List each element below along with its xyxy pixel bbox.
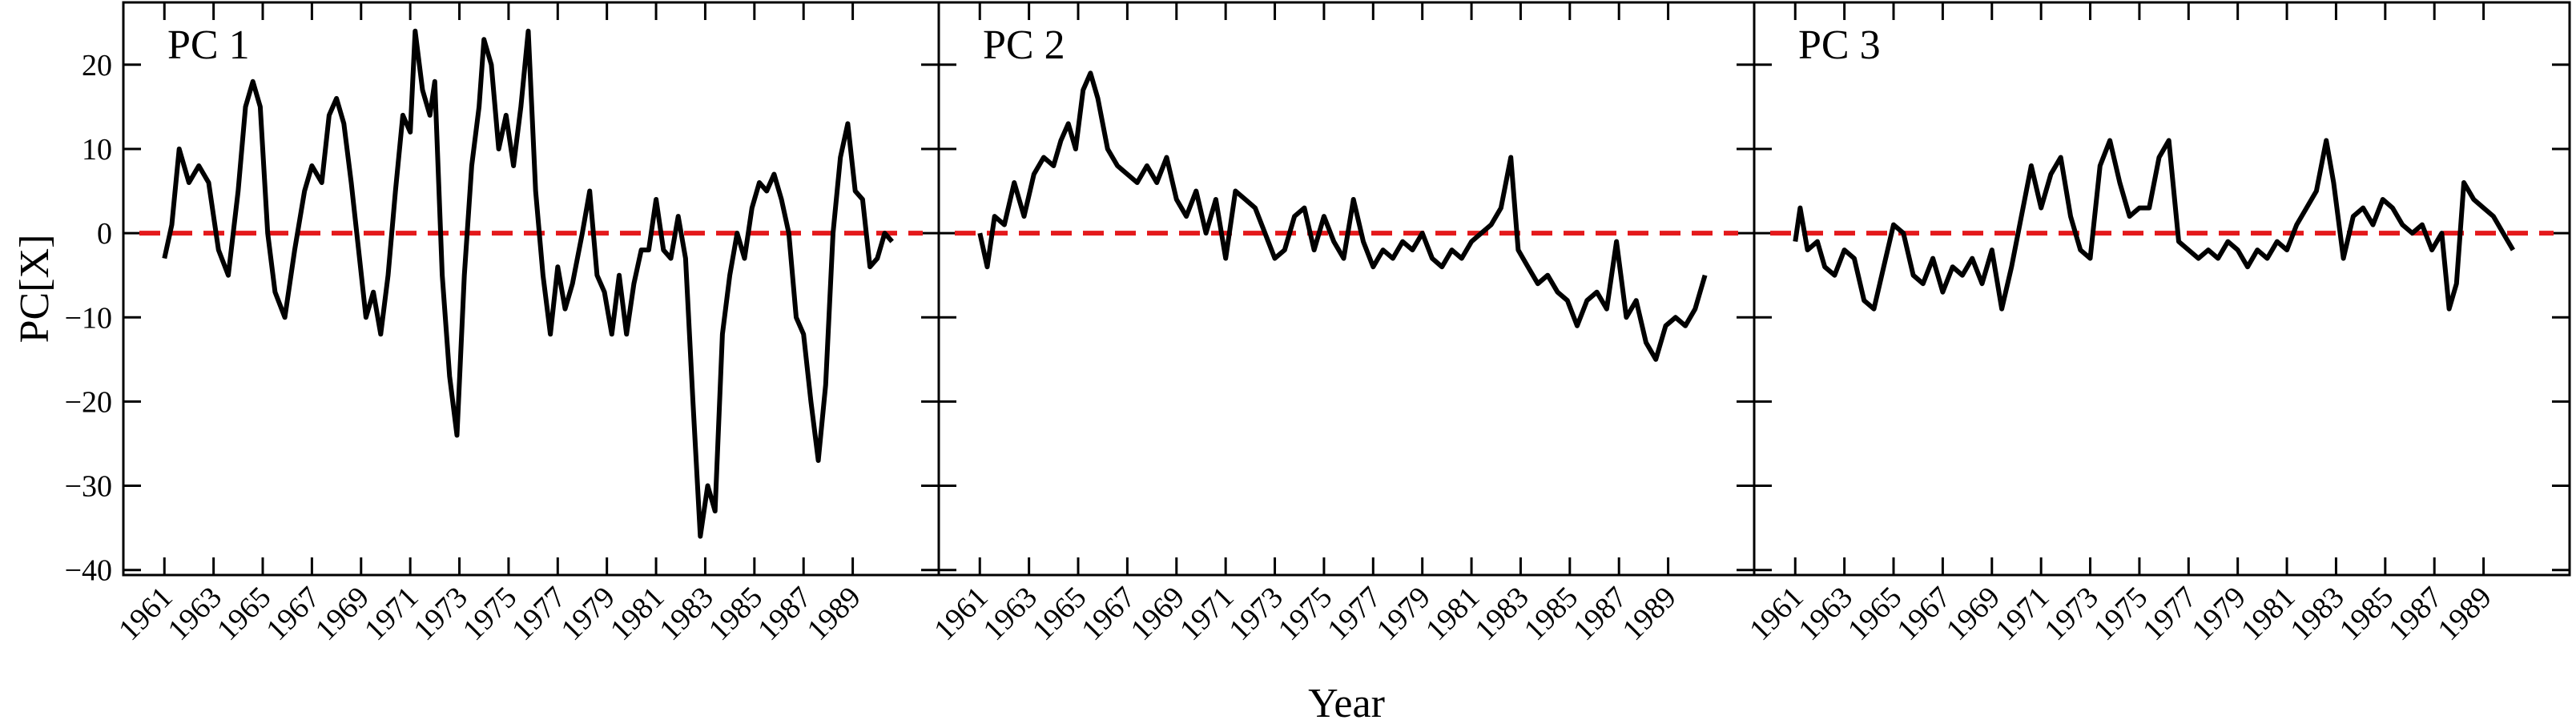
x-tick-label: 1985	[2333, 581, 2400, 647]
x-tick-label: 1987	[751, 581, 818, 647]
x-tick-label: 1989	[801, 581, 867, 647]
x-tick-label: 1973	[1222, 581, 1289, 647]
x-tick-label: 1981	[1419, 581, 1486, 647]
x-tick-label: 1977	[1321, 581, 1387, 647]
x-tick-label: 1979	[1371, 581, 1437, 647]
y-tick-label: 0	[97, 217, 112, 251]
x-tick-label: 1967	[260, 581, 326, 647]
y-tick-label: −30	[65, 470, 112, 504]
x-tick-label: 1967	[1890, 581, 1957, 647]
x-tick-label: 1961	[1743, 581, 1809, 647]
x-tick-label: 1969	[1940, 581, 2006, 647]
panel-label: PC 2	[983, 22, 1065, 68]
x-tick-label: 1983	[2284, 581, 2350, 647]
x-tick-label: 1981	[2235, 581, 2301, 647]
x-tick-label: 1971	[1173, 581, 1240, 647]
x-tick-label: 1979	[555, 581, 622, 647]
x-tick-label: 1981	[604, 581, 670, 647]
panel-label: PC 1	[167, 22, 250, 68]
x-tick-label: 1989	[1616, 581, 1683, 647]
x-axis-label: Year	[1308, 681, 1385, 726]
x-tick-label: 1985	[1518, 581, 1584, 647]
y-tick-label: 20	[82, 49, 112, 82]
x-tick-label: 1977	[2136, 581, 2203, 647]
x-tick-label: 1965	[1841, 581, 1908, 647]
data-line	[1793, 138, 2515, 312]
plot-frame	[937, 1, 1756, 577]
x-tick-label: 1971	[358, 581, 425, 647]
x-tick-label: 1983	[653, 581, 719, 647]
panel-label: PC 3	[1798, 22, 1881, 68]
y-tick-label: 10	[82, 133, 112, 167]
x-tick-label: 1985	[702, 581, 769, 647]
data-line	[977, 70, 1708, 362]
x-tick-label: 1977	[505, 581, 572, 647]
x-tick-label: 1963	[162, 581, 228, 647]
x-tick-label: 1965	[211, 581, 277, 647]
x-tick-label: 1963	[1793, 581, 1859, 647]
x-tick-label: 1971	[1989, 581, 2055, 647]
y-tick-label: −10	[65, 301, 112, 335]
x-tick-label: 1973	[2038, 581, 2104, 647]
x-tick-label: 1967	[1075, 581, 1141, 647]
x-tick-label: 1975	[2087, 581, 2154, 647]
x-tick-label: 1989	[2432, 581, 2498, 647]
x-tick-label: 1961	[112, 581, 179, 647]
y-tick-label: −20	[65, 385, 112, 419]
x-tick-label: 1987	[1567, 581, 1633, 647]
y-axis-label: PC[X]	[12, 235, 58, 344]
plot-frame	[1753, 1, 2571, 577]
x-tick-label: 1983	[1468, 581, 1535, 647]
x-tick-label: 1975	[457, 581, 523, 647]
y-tick-label: −40	[65, 554, 112, 588]
x-tick-label: 1963	[977, 581, 1044, 647]
x-tick-label: 1961	[928, 581, 994, 647]
x-tick-label: 1973	[407, 581, 473, 647]
data-line	[162, 28, 894, 539]
x-tick-label: 1969	[309, 581, 376, 647]
x-tick-label: 1979	[2186, 581, 2252, 647]
x-tick-label: 1969	[1125, 581, 1191, 647]
x-tick-label: 1987	[2382, 581, 2449, 647]
x-tick-label: 1975	[1272, 581, 1338, 647]
x-tick-label: 1965	[1026, 581, 1093, 647]
